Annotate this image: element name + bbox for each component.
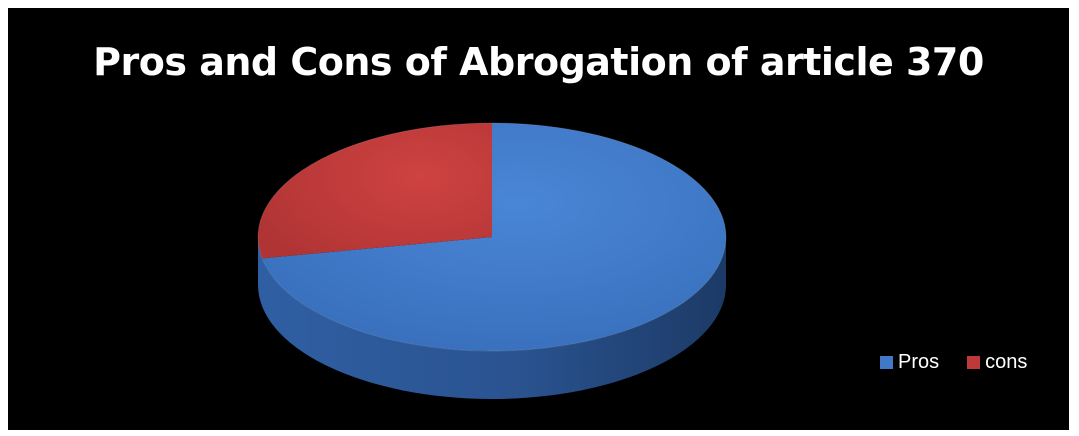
chart-frame: Pros and Cons of Abrogation of article 3…: [8, 8, 1069, 430]
legend: Pros cons: [880, 351, 1027, 374]
legend-label-cons: cons: [985, 351, 1028, 373]
pie-side-pros: [258, 237, 726, 399]
legend-label-pros: Pros: [898, 351, 940, 373]
legend-swatch-pros: [880, 356, 893, 369]
legend-item-cons: cons: [967, 351, 1027, 374]
pie-rim: [257, 122, 727, 352]
pie-slice-cons: [258, 123, 492, 259]
legend-item-pros: Pros: [880, 351, 939, 374]
pie-slice-pros: [262, 123, 726, 351]
pie-chart: [257, 122, 727, 399]
legend-swatch-cons: [967, 356, 981, 369]
chart-title: Pros and Cons of Abrogation of article 3…: [93, 40, 984, 84]
